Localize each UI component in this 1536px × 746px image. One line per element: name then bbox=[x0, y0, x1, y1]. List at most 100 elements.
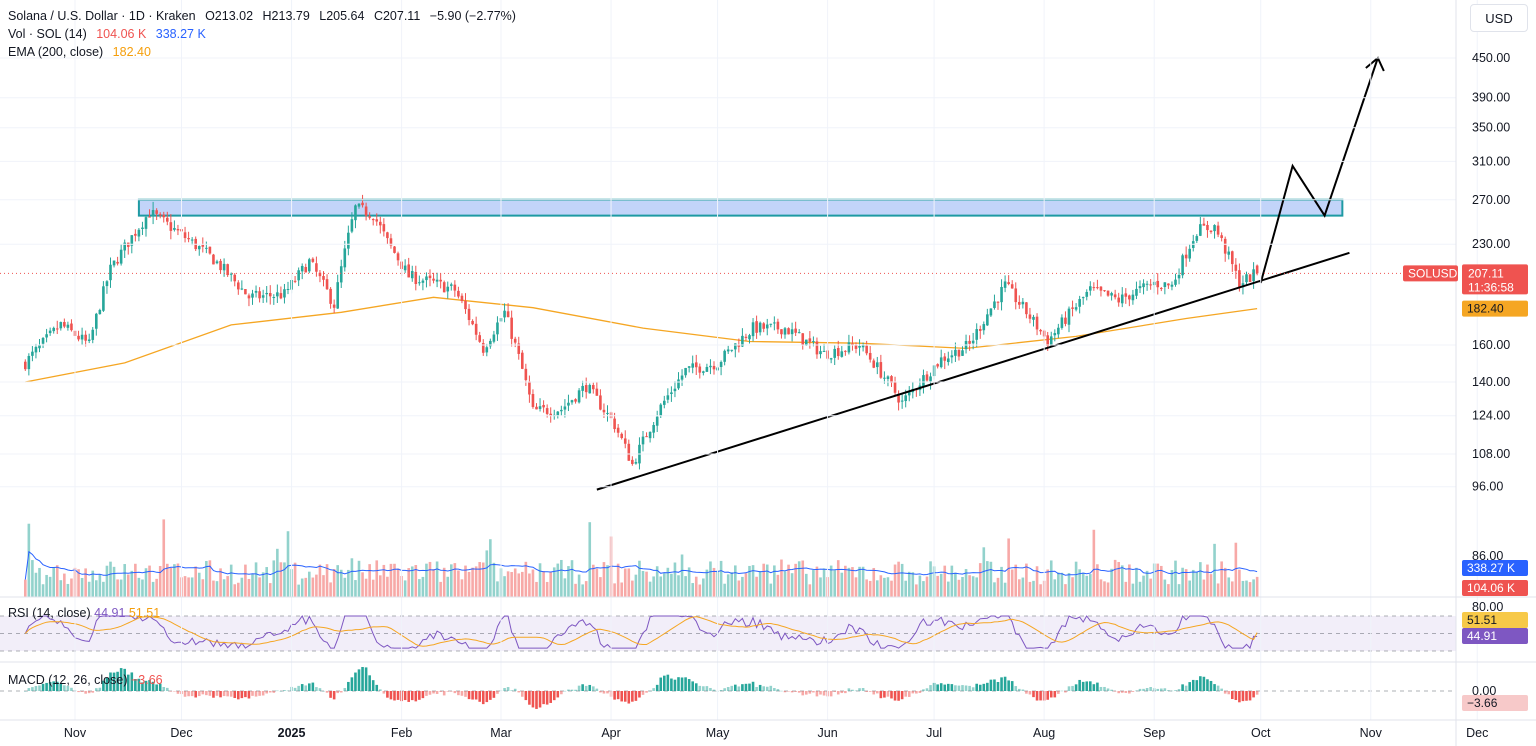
time-tick-label: Aug bbox=[1033, 726, 1055, 740]
candle-body bbox=[361, 202, 364, 206]
ema-tag: 182.40 bbox=[1462, 300, 1528, 317]
candle-body bbox=[410, 271, 414, 279]
time-tick-label: Jul bbox=[926, 726, 942, 740]
candle-body bbox=[464, 300, 467, 310]
candle-body bbox=[112, 260, 116, 266]
volume-bar bbox=[318, 564, 322, 597]
candle-body bbox=[379, 221, 382, 226]
macd-histogram-bar bbox=[780, 690, 783, 692]
macd-histogram-bar bbox=[602, 691, 606, 694]
time-tick-label: Dec bbox=[1466, 726, 1488, 740]
legend-ema-label[interactable]: EMA (200, close) bbox=[8, 45, 104, 59]
volume-bar bbox=[620, 582, 623, 597]
volume-bar bbox=[659, 576, 663, 597]
candle-body bbox=[581, 385, 584, 391]
macd-histogram-bar bbox=[233, 691, 237, 699]
volume-bar bbox=[705, 569, 709, 597]
candle-body bbox=[858, 345, 861, 348]
macd-histogram-bar bbox=[886, 691, 890, 697]
candle-body bbox=[737, 344, 741, 347]
currency-button[interactable]: USD bbox=[1470, 4, 1528, 32]
symbol-tag-text: SOLUSD bbox=[1408, 266, 1458, 280]
drawings-layer[interactable] bbox=[0, 56, 1456, 491]
macd-histogram-bar bbox=[1209, 680, 1213, 691]
volume-bar bbox=[379, 575, 382, 597]
volume-bar bbox=[861, 566, 865, 597]
rsi-legend-value: 44.91 bbox=[94, 606, 126, 620]
candle-body bbox=[268, 293, 272, 297]
candle-body bbox=[450, 284, 453, 286]
candle-body bbox=[986, 314, 989, 326]
projection-path[interactable] bbox=[1259, 57, 1379, 284]
volume-bar bbox=[961, 576, 964, 597]
macd-histogram-bar bbox=[48, 682, 52, 691]
candle-body bbox=[634, 462, 638, 464]
candle-body bbox=[478, 335, 481, 342]
volume-bar bbox=[645, 571, 648, 597]
candle-body bbox=[833, 348, 836, 358]
candle-body bbox=[247, 295, 251, 299]
macd-histogram-bar bbox=[1202, 676, 1206, 691]
volume-bar bbox=[453, 563, 457, 597]
volume-bar bbox=[130, 570, 134, 597]
candle-body bbox=[758, 322, 762, 333]
macd-histogram-bar bbox=[503, 688, 506, 691]
volume-bar bbox=[922, 581, 925, 597]
rsi-legend-ma: 51.51 bbox=[128, 606, 161, 620]
volume-bar bbox=[577, 574, 581, 597]
volume-bar bbox=[297, 584, 300, 597]
volume-bar bbox=[364, 578, 368, 597]
candle-body bbox=[297, 270, 300, 281]
rsi-title[interactable]: RSI (14, close) bbox=[8, 606, 91, 620]
legend-vol-label[interactable]: Vol · SOL (14) bbox=[8, 27, 87, 41]
volume-bar bbox=[755, 576, 758, 597]
volume-bar bbox=[112, 566, 116, 597]
candle-body bbox=[311, 258, 315, 262]
macd-histogram-bar bbox=[435, 691, 439, 694]
candle-body bbox=[922, 375, 925, 387]
candle-body bbox=[606, 412, 609, 414]
candle-body bbox=[1060, 317, 1064, 328]
macd-histogram-bar bbox=[52, 681, 55, 691]
rsi-ma-tag-bg bbox=[1462, 612, 1528, 628]
candle-body bbox=[762, 323, 765, 329]
macd-histogram-bar bbox=[410, 691, 414, 701]
macd-histogram-bar bbox=[63, 685, 66, 691]
candle-body bbox=[1216, 225, 1220, 235]
rsi-tag-text: 44.91 bbox=[1467, 629, 1497, 643]
volume-bar bbox=[1252, 579, 1255, 597]
candle-body bbox=[1092, 287, 1096, 289]
legend-symbol[interactable]: Solana / U.S. Dollar · 1D · Kraken bbox=[8, 9, 196, 23]
macd-histogram-bar bbox=[1181, 684, 1184, 691]
candle-body bbox=[897, 393, 900, 403]
macd-histogram-bar bbox=[1032, 691, 1035, 698]
rsi-ma-tag-text: 51.51 bbox=[1467, 613, 1497, 627]
macd-histogram-bar bbox=[950, 684, 954, 691]
volume-bar bbox=[595, 568, 599, 597]
macd-histogram-bar bbox=[1220, 688, 1223, 691]
volume-bar bbox=[194, 566, 197, 597]
candle-body bbox=[1145, 283, 1149, 285]
candle-body bbox=[1120, 294, 1124, 304]
candle-body bbox=[950, 355, 954, 358]
macd-histogram-bar bbox=[858, 688, 861, 691]
candle-body bbox=[680, 375, 684, 380]
resistance-zone[interactable] bbox=[137, 198, 1344, 217]
macd-histogram-bar bbox=[300, 684, 304, 691]
candle-body bbox=[1255, 265, 1259, 274]
macd-histogram-bar bbox=[162, 687, 166, 691]
macd-histogram-bar bbox=[1248, 691, 1252, 701]
macd-histogram-bar bbox=[155, 684, 158, 691]
volume-bar bbox=[84, 568, 87, 597]
candle-body bbox=[70, 323, 73, 331]
volume-bar bbox=[105, 565, 109, 597]
volume-bar bbox=[173, 564, 176, 597]
volume-bar bbox=[382, 564, 386, 597]
volume-bar bbox=[293, 562, 297, 597]
support-trendline[interactable] bbox=[596, 251, 1350, 491]
macd-title[interactable]: MACD (12, 26, close) bbox=[8, 673, 128, 687]
macd-histogram-bar bbox=[854, 690, 858, 692]
volume-bar bbox=[684, 576, 687, 597]
candle-body bbox=[1057, 327, 1060, 335]
